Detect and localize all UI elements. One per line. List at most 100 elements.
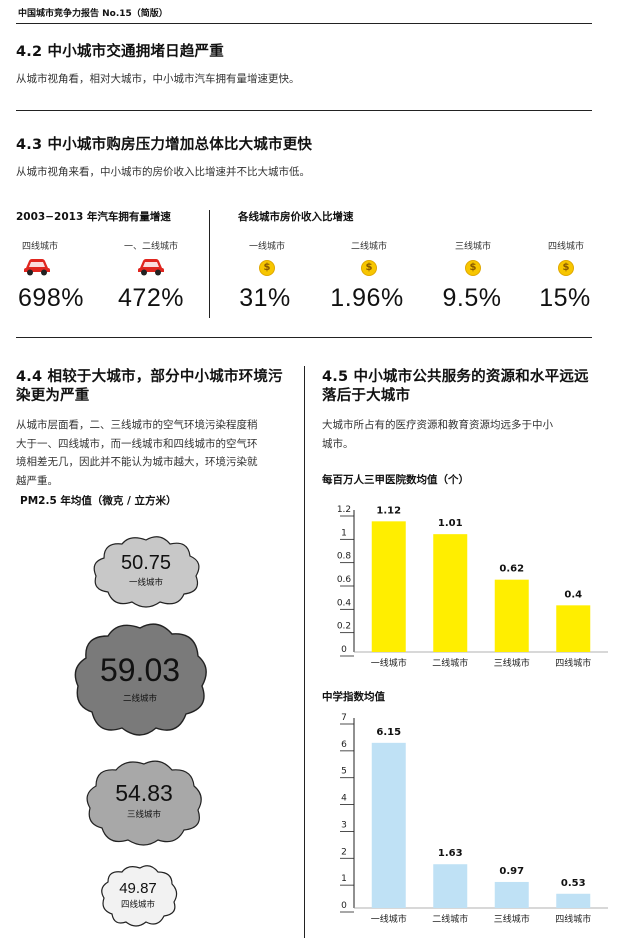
- cloud-icon: [86, 760, 202, 846]
- price-stat-label: 四线城市: [547, 242, 584, 252]
- price-ratio-title: 各线城市房价收入比增速: [238, 211, 354, 223]
- y-tick-label: 0: [341, 901, 347, 911]
- bar: [556, 605, 591, 652]
- x-tick-label: 三线城市: [494, 913, 530, 925]
- y-tick-label: 0.2: [337, 622, 351, 632]
- section-4-4-body: 从城市层面看，二、三线城市的空气环境污染程度稍 大于一、四线城市，而一线城市和四…: [16, 416, 296, 490]
- price-stat-value: 9.5%: [442, 284, 502, 312]
- section-4-5-heading-line1: 4.5 中小城市公共服务的资源和水平远远: [322, 369, 589, 385]
- section-4-3-body: 从城市视角来看，中小城市的房价收入比增速并不比大城市低。: [16, 166, 310, 178]
- hospital-bar-chart: 0 0.2 0.4 0.6 0.8 1 1.2 1.12 一线城市 1.01 二线城市 0.62 三线城…: [337, 505, 608, 669]
- y-tick-label: 7: [341, 713, 347, 723]
- y-tick-label: 0.8: [337, 552, 352, 562]
- school-bar-chart: 0 1 2 3 4 5 6 7 6.15 一线城市 1.63 二线城市 0.97 三线城市 0.53 四线城市: [340, 713, 608, 925]
- pm25-cloud-tier2: 59.03 二线城市: [70, 620, 210, 742]
- bar-value-label: 1.63: [438, 848, 463, 859]
- y-tick-label: 6: [341, 740, 347, 750]
- car-icon: [22, 256, 52, 280]
- cloud-icon: [74, 623, 207, 736]
- pm25-title: PM2.5 年均值（微克 / 立方米）: [20, 495, 177, 507]
- x-tick-label: 一线城市: [371, 913, 407, 925]
- school-chart-title: 中学指数均值: [322, 691, 385, 703]
- section-4-5-body: 大城市所占有的医疗资源和教育资源均远多于中小 城市。: [322, 416, 602, 453]
- car-stat-label: 四线城市: [21, 242, 58, 252]
- body-line: 从城市层面看，二、三线城市的空气环境污染程度稍: [16, 419, 258, 431]
- section-4-3-heading: 4.3 中小城市购房压力增加总体比大城市更快: [16, 137, 313, 153]
- bar-value-label: 0.53: [561, 878, 586, 889]
- x-tick-label: 二线城市: [432, 657, 468, 669]
- body-line: 越严重。: [16, 474, 58, 487]
- pm25-value: 49.87: [119, 880, 157, 897]
- y-tick-label: 1: [341, 874, 347, 884]
- section-rule: [16, 110, 592, 111]
- y-tick-label: 1: [341, 528, 347, 538]
- cloud-shape: [93, 536, 200, 608]
- bar-value-label: 1.12: [376, 505, 401, 516]
- price-stat-value: 31%: [239, 284, 291, 312]
- price-stat-label: 一线城市: [248, 242, 285, 252]
- pm25-tier-label: 二线城市: [122, 694, 157, 704]
- section-4-4-heading-line1: 4.4 相较于大城市，部分中小城市环境污: [16, 369, 283, 385]
- x-tick-label: 四线城市: [555, 657, 591, 669]
- y-tick-label: 4: [341, 794, 347, 804]
- section-4-4-heading-line2: 染更为严重: [16, 388, 90, 404]
- pm25-cloud-tier1: 50.75 一线城市: [88, 532, 204, 612]
- coin-icon: $: [465, 260, 481, 276]
- bar: [371, 742, 406, 908]
- price-stat-value: 1.96%: [330, 284, 404, 312]
- column-divider: [304, 366, 305, 938]
- bar-value-label: 6.15: [376, 727, 401, 738]
- pm25-tier-label: 三线城市: [126, 810, 161, 820]
- x-tick-label: 一线城市: [371, 657, 407, 669]
- body-line: 境相差无几，因此并不能认为城市越大，环境污染就: [16, 456, 258, 468]
- car-stat-value: 472%: [118, 284, 184, 312]
- stats-divider: [209, 210, 210, 318]
- car-growth-title: 2003−2013 年汽车拥有量增速: [16, 211, 171, 223]
- coin-icon: $: [558, 260, 574, 276]
- section-4-2-body: 从城市视角看，相对大城市，中小城市汽车拥有量增速更快。: [16, 73, 300, 85]
- x-tick-label: 三线城市: [494, 657, 530, 669]
- coin-icon: $: [361, 260, 377, 276]
- bar-value-label: 0.4: [564, 589, 582, 600]
- pm25-value: 59.03: [99, 652, 181, 688]
- body-line: 大城市所占有的医疗资源和教育资源均远多于中小: [322, 419, 553, 431]
- bar: [371, 521, 406, 652]
- car-stat-label: 一、二线城市: [123, 242, 178, 252]
- cloud-icon: [93, 536, 200, 608]
- pm25-cloud-tier3: 54.83 三线城市: [82, 758, 206, 850]
- y-tick-label: 3: [341, 820, 347, 830]
- y-tick-label: 0: [341, 645, 347, 655]
- section-4-5-heading-line2: 落后于大城市: [322, 388, 411, 404]
- y-tick-label: 5: [341, 767, 347, 777]
- report-header: 中国城市竞争力报告 No.15（简版）: [18, 9, 168, 19]
- pm25-cloud-tier4: 49.87 四线城市: [98, 864, 178, 930]
- bar-value-label: 0.97: [499, 866, 524, 877]
- y-tick-label: 0.4: [337, 598, 352, 608]
- bar-value-label: 1.01: [438, 518, 463, 529]
- car-icon: [136, 256, 166, 280]
- cloud-shape: [74, 623, 207, 736]
- pm25-tier-label: 四线城市: [120, 900, 155, 910]
- price-stat-label: 二线城市: [350, 242, 387, 252]
- pm25-tier-label: 一线城市: [128, 578, 163, 588]
- hospital-chart-title: 每百万人三甲医院数均值（个）: [322, 474, 469, 486]
- price-stat-label: 三线城市: [454, 242, 491, 252]
- bar: [494, 881, 529, 908]
- cloud-shape: [101, 865, 178, 927]
- bar-value-label: 0.62: [499, 564, 524, 575]
- body-line: 城市。: [322, 437, 354, 450]
- coin-icon: $: [259, 260, 275, 276]
- bar: [433, 534, 468, 652]
- y-tick-label: 0.6: [337, 575, 352, 585]
- y-tick-label: 2: [341, 847, 347, 857]
- header-rule: [16, 23, 592, 24]
- section-4-2-heading: 4.2 中小城市交通拥堵日趋严重: [16, 44, 224, 60]
- bar: [556, 893, 591, 908]
- bar: [433, 864, 468, 908]
- x-tick-label: 二线城市: [432, 913, 468, 925]
- x-tick-label: 四线城市: [555, 913, 591, 925]
- pm25-value: 50.75: [120, 552, 172, 574]
- pm25-value: 54.83: [115, 780, 173, 806]
- car-stat-value: 698%: [18, 284, 84, 312]
- bar: [494, 579, 529, 652]
